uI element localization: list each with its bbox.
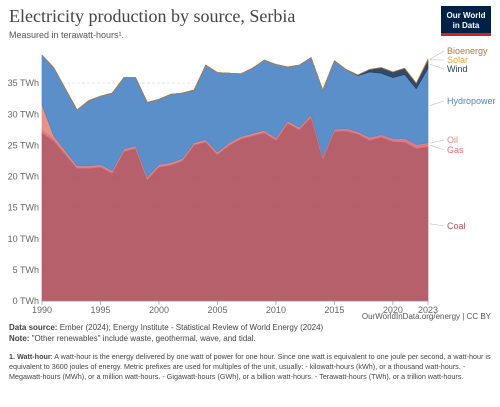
y-tick-label: 25 TWh — [8, 140, 39, 150]
footnote: 1. Watt-hour: A watt-hour is the energy … — [9, 352, 491, 382]
footnote-text: : A watt-hour is the energy delivered by… — [9, 352, 491, 381]
legend-label-coal: Coal — [447, 221, 466, 231]
data-source-line: Data source: Ember (2024); Energy Instit… — [9, 323, 323, 332]
y-tick-label: 5 TWh — [13, 265, 39, 275]
legend-connector — [429, 50, 445, 60]
y-tick-label: 15 TWh — [8, 203, 39, 213]
legend-label-gas: Gas — [447, 145, 464, 155]
y-tick-label: 20 TWh — [8, 172, 39, 182]
legend-label-bioenergy: Bioenergy — [447, 46, 488, 56]
x-tick-label: 2015 — [324, 305, 344, 315]
x-tick-label: 2010 — [266, 305, 286, 315]
legend-connector — [429, 223, 445, 227]
note-label: Note: — [9, 334, 30, 343]
note-line: Note: "Other renewables" include waste, … — [9, 334, 256, 343]
x-tick-label: 2005 — [207, 305, 227, 315]
y-tick-label: 10 TWh — [8, 234, 39, 244]
legend-label-oil: Oil — [447, 135, 458, 145]
legend-connector — [429, 100, 445, 106]
legend-connector — [429, 144, 445, 151]
legend-connector — [429, 139, 445, 144]
x-tick-label: 2020 — [383, 305, 403, 315]
logo-line-2: in Data — [452, 21, 480, 30]
credit-link[interactable]: OurWorldInData.org/energy | CC BY — [361, 312, 491, 321]
x-tick-label: 1990 — [32, 305, 52, 315]
area-bioenergy — [41, 54, 429, 111]
x-tick-label: 2000 — [149, 305, 169, 315]
x-tick-label: 2023 — [418, 305, 438, 315]
legend-label-hydropower: Hydropower — [447, 96, 496, 106]
owid-logo[interactable]: Our World in Data — [441, 6, 491, 36]
y-tick-label: 30 TWh — [8, 109, 39, 119]
area-chart: 0 TWh 5 TWh 10 TWh 15 TWh 20 TWh 25 TWh 30 TWh… — [8, 46, 496, 315]
x-tick-label: 1995 — [90, 305, 110, 315]
chart-subtitle: Measured in terawatt-hours¹. — [9, 30, 125, 40]
legend-connector — [429, 63, 445, 70]
y-tick-label: 0 TWh — [13, 296, 39, 306]
footnote-label: 1. Watt-hour — [9, 352, 51, 361]
data-source-text: Ember (2024); Energy Institute - Statist… — [59, 323, 324, 332]
y-tick-label: 35 TWh — [8, 78, 39, 88]
logo-line-1: Our World — [446, 11, 486, 20]
note-text: "Other renewables" include waste, geothe… — [31, 334, 256, 343]
chart-title: Electricity production by source, Serbia — [9, 6, 296, 26]
legend-label-solar: Solar — [447, 55, 468, 65]
data-source-label: Data source: — [9, 323, 58, 332]
legend-label-wind: Wind — [447, 64, 468, 74]
